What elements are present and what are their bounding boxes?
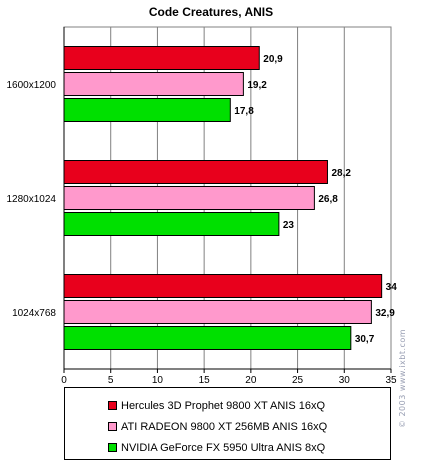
data-label: 19,2 [247, 80, 267, 91]
legend-swatch-nvidia [108, 443, 117, 452]
legend-swatch-ati [108, 422, 117, 431]
legend: Hercules 3D Prophet 9800 XT ANIS 16xQ AT… [64, 387, 391, 460]
x-tick-label: 5 [108, 375, 114, 386]
x-tick-label: 30 [339, 375, 351, 386]
legend-label-ati: ATI RADEON 9800 XT 256MB ANIS 16xQ [121, 420, 328, 433]
chart-title: Code Creatures, ANIS [149, 5, 273, 19]
category-labels: 1600x1200 1280x1024 1024x768 [7, 80, 57, 319]
bar [63, 160, 328, 184]
bar [63, 46, 260, 70]
watermark: © 2003 www.ixbt.com [390, 296, 416, 460]
x-axis-ticks: 0 5 10 15 20 25 30 35 [61, 369, 397, 386]
legend-label-hercules: Hercules 3D Prophet 9800 XT ANIS 16xQ [121, 399, 326, 412]
legend-swatch-hercules [108, 401, 117, 410]
data-label: 30,7 [355, 334, 375, 345]
legend-label-nvidia: NVIDIA GeForce FX 5950 Ultra ANIS 8xQ [121, 441, 326, 454]
data-label: 20,9 [263, 54, 283, 65]
data-label: 28,2 [331, 168, 351, 179]
bar [63, 274, 383, 298]
data-label: 17,8 [234, 106, 254, 117]
legend-item-nvidia: NVIDIA GeForce FX 5950 Ultra ANIS 8xQ [65, 437, 390, 458]
x-tick-label: 35 [385, 375, 397, 386]
category-label: 1280x1024 [7, 194, 57, 205]
data-label: 34 [386, 282, 398, 293]
x-tick-label: 0 [61, 375, 67, 386]
x-tick-label: 20 [245, 375, 257, 386]
x-tick-label: 25 [292, 375, 304, 386]
data-label: 32,9 [375, 308, 395, 319]
bar [63, 186, 315, 210]
bar [63, 326, 352, 350]
bar [63, 300, 372, 324]
data-label: 26,8 [318, 194, 338, 205]
bar [63, 98, 231, 122]
x-tick-label: 10 [152, 375, 164, 386]
x-tick-label: 15 [199, 375, 211, 386]
bar [63, 72, 244, 96]
data-label: 23 [283, 220, 295, 231]
bars-group: 20,9 19,2 17,8 28,2 26,8 23 34 32,9 30,7 [63, 46, 398, 350]
bar [63, 212, 280, 236]
legend-item-ati: ATI RADEON 9800 XT 256MB ANIS 16xQ [65, 416, 390, 437]
legend-item-hercules: Hercules 3D Prophet 9800 XT ANIS 16xQ [65, 395, 390, 416]
category-label: 1024x768 [12, 308, 56, 319]
watermark-text: © 2003 www.ixbt.com [398, 328, 408, 428]
category-label: 1600x1200 [7, 80, 57, 91]
